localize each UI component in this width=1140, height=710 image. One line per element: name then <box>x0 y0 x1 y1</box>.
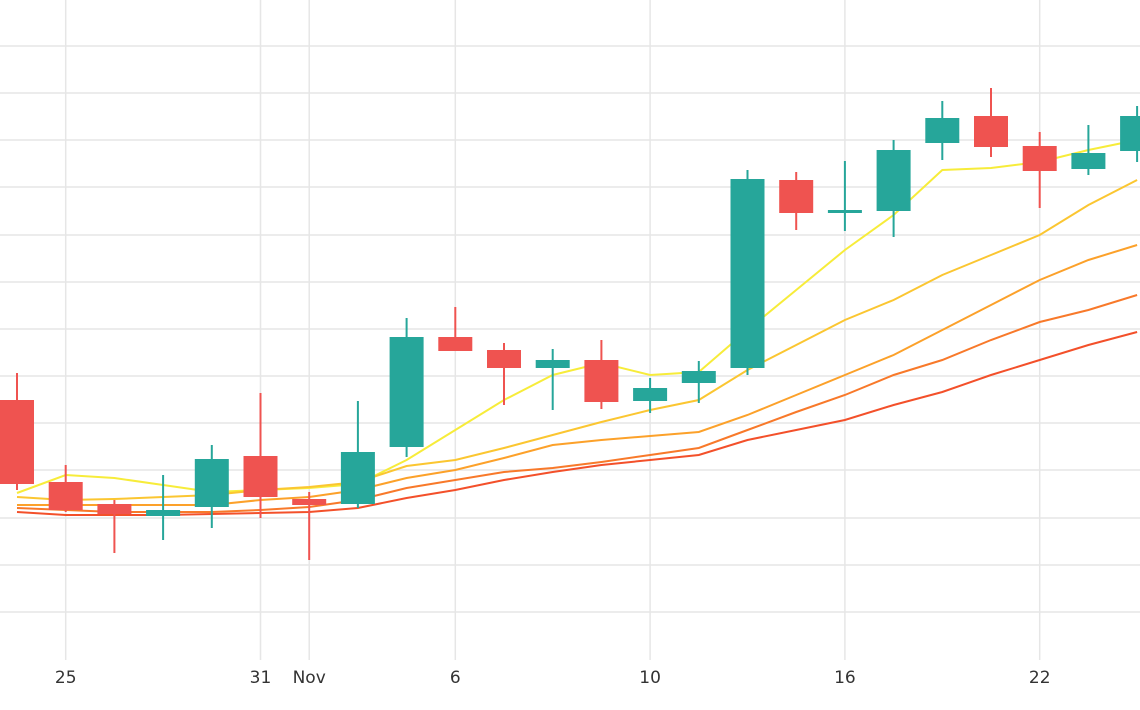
candle-body <box>876 150 911 211</box>
candle-body <box>389 337 424 447</box>
candle-body <box>292 499 327 505</box>
candle-body <box>1022 146 1057 171</box>
x-tick-label: 22 <box>1029 668 1051 688</box>
x-tick-label: 25 <box>55 668 77 688</box>
candle-body <box>779 180 814 213</box>
candle-body <box>97 504 132 514</box>
candle-body <box>1071 153 1106 169</box>
candle-body <box>535 360 570 368</box>
x-tick-label: 6 <box>450 668 461 688</box>
moving-average-line <box>16 179 1138 502</box>
candle-body <box>0 400 34 484</box>
candle-body <box>438 337 473 351</box>
moving-average-line <box>16 294 1138 513</box>
candle-body <box>146 510 181 516</box>
x-tick-label: 16 <box>834 668 856 688</box>
candle-body <box>584 360 619 402</box>
candle-body <box>48 482 83 510</box>
candle-body <box>194 459 229 507</box>
candle-body <box>730 179 765 368</box>
x-tick-label: 10 <box>639 668 661 688</box>
candle-body <box>340 452 375 504</box>
candle-body <box>925 118 960 143</box>
candle-body <box>1120 116 1140 151</box>
candle-body <box>487 350 521 368</box>
x-tick-label: 31 <box>250 668 272 688</box>
x-tick-label: Nov <box>293 668 326 688</box>
candle-body <box>827 210 862 213</box>
candle-body <box>974 116 1008 147</box>
candle-body <box>243 456 278 497</box>
candle-body <box>633 388 668 401</box>
moving-average-line <box>16 331 1138 516</box>
candle-body <box>681 371 716 383</box>
